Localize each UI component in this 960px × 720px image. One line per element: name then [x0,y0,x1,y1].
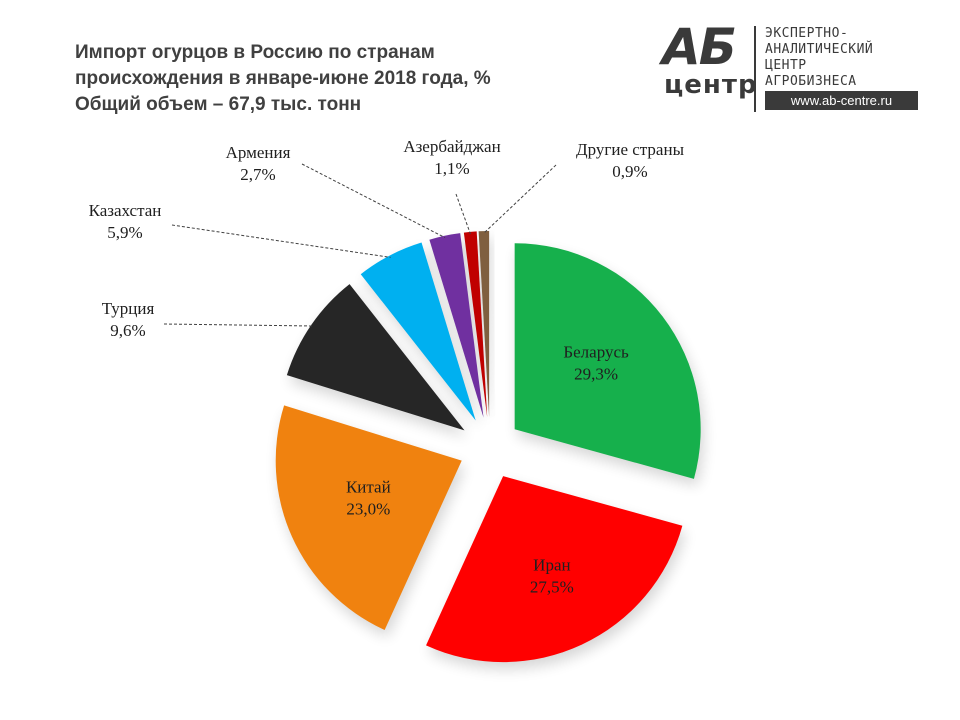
slice-4-label: Турция [102,299,155,318]
logo-line-2: АНАЛИТИЧЕСКИЙ [765,42,874,57]
slice-5-leader-line [171,224,391,258]
slice-6-label: Армения [226,143,291,162]
slice-labels: Беларусь 29,3% Иран 27,5% Китай 23,0% Турция 9,… [89,137,685,597]
slice-1-label: Беларусь [563,342,629,361]
logo-center-word: центр [664,70,758,100]
slice-4-value-label: 9,6% [110,321,145,340]
slice-8-value-label: 0,9% [612,162,647,181]
logo-separator [754,26,756,112]
slice-3-value-label: 23,0% [346,499,390,518]
slice-1-wedge [514,243,701,479]
title-line-1: Импорт огурцов в Россию по странам [75,42,435,63]
title-line-2: происхождения в январе-июне 2018 года, % [75,68,491,89]
slice-2-wedge [426,476,683,663]
title-line-3: Общий объем – 67,9 тыс. тонн [75,94,362,115]
slice-8-label: Другие страны [576,140,685,159]
slice-5-wedge [360,242,476,421]
slice-7-label: Азербайджан [403,137,500,156]
slice-4-wedge [286,284,465,431]
slice-2-label: Иран [533,556,570,575]
slice-5-value-label: 5,9% [107,223,142,242]
leader-lines [163,163,557,327]
logo-line-1: ЭКСПЕРТНО- [765,26,849,41]
slice-6-value-label: 2,7% [240,165,275,184]
slice-3-label: Китай [346,477,391,496]
slice-2-value-label: 27,5% [530,578,574,597]
slice-7-value-label: 1,1% [434,159,469,178]
slice-7-wedge [463,231,488,418]
slice-4-leader-line [163,323,313,327]
slice-6-wedge [429,233,484,418]
slice-8-wedge [478,231,490,418]
ab-centre-logo: АБ центр ЭКСПЕРТНО- АНАЛИТИЧЕСКИЙ ЦЕНТР … [660,18,930,116]
logo-mark: АБ [662,18,737,76]
slice-3-wedge [275,405,462,630]
slice-7-leader-line [455,193,471,235]
chart-title: Импорт огурцов в Россию по странам проис… [75,40,615,118]
pie-slices [275,231,701,663]
slice-8-leader-line [483,164,557,234]
logo-url: www.ab-centre.ru [765,91,918,110]
logo-line-3: ЦЕНТР [765,58,807,73]
logo-text: ЭКСПЕРТНО- АНАЛИТИЧЕСКИЙ ЦЕНТР АГРОБИЗНЕ… [765,26,873,90]
slice-1-value-label: 29,3% [574,364,618,383]
logo-line-4: АГРОБИЗНЕСА [765,74,857,89]
slice-6-leader-line [301,163,446,239]
slice-5-label: Казахстан [89,201,162,220]
